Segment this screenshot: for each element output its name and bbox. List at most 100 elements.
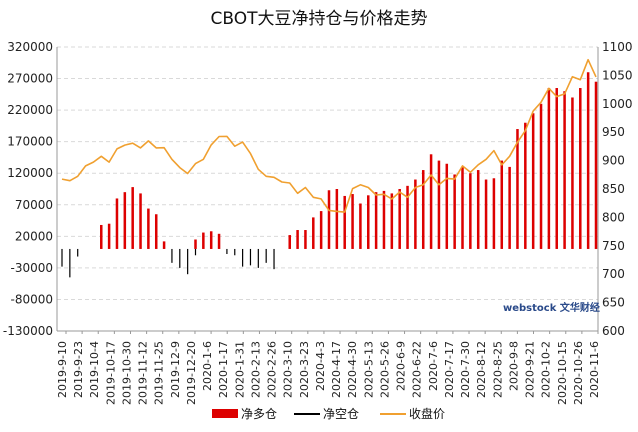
x-tick-label: 2020-5-26 bbox=[378, 341, 391, 398]
net-long-bar bbox=[147, 208, 150, 249]
right-y-tick-label: 1050 bbox=[602, 68, 633, 82]
net-long-bar bbox=[162, 241, 166, 249]
x-tick-label: 2020-7-6 bbox=[427, 341, 440, 391]
net-long-bar bbox=[209, 231, 213, 249]
left-y-tick-label: 320000 bbox=[7, 40, 53, 54]
left-y-tick-label: 270000 bbox=[7, 72, 53, 86]
net-long-bar bbox=[194, 239, 197, 249]
net-long-bar bbox=[382, 190, 386, 249]
x-tick-label: 2019-10-17 bbox=[104, 341, 117, 405]
webstock-logo: webstock 文华财经 bbox=[503, 301, 600, 314]
net-long-bar bbox=[421, 170, 425, 249]
left-y-tick-label: 120000 bbox=[7, 166, 53, 180]
net-long-bar bbox=[131, 187, 134, 249]
net-short-bar bbox=[69, 248, 71, 278]
net-long-bar bbox=[406, 185, 409, 249]
x-tick-label: 2020-6-22 bbox=[411, 341, 424, 398]
right-y-tick-label: 800 bbox=[602, 210, 625, 224]
net-long-bar bbox=[296, 230, 299, 249]
x-tick-label: 2019-9-10 bbox=[56, 341, 69, 398]
net-long-bar bbox=[312, 217, 315, 249]
left-y-tick-label: 170000 bbox=[7, 135, 53, 149]
net-long-bar bbox=[555, 88, 558, 249]
net-short-bar bbox=[194, 248, 197, 256]
x-tick-label: 2020-5-13 bbox=[362, 341, 375, 398]
x-tick-label: 2019-11-25 bbox=[153, 341, 166, 405]
net-long-bar bbox=[154, 214, 158, 249]
net-short-bar bbox=[77, 248, 79, 257]
x-tick-label: 2019-12-20 bbox=[185, 341, 198, 405]
left-y-tick-label: 70000 bbox=[15, 198, 53, 212]
right-y-tick-label: 600 bbox=[602, 324, 625, 338]
right-y-tick-label: 950 bbox=[602, 125, 625, 139]
net-long-bar bbox=[531, 113, 535, 249]
legend-label: 收盘价 bbox=[409, 406, 445, 421]
x-tick-label: 2020-11-6 bbox=[588, 341, 601, 398]
x-tick-label: 2020-4-3 bbox=[314, 341, 327, 391]
net-short-bar bbox=[273, 248, 275, 270]
x-tick-label: 2020-3-23 bbox=[298, 341, 311, 398]
net-long-bar bbox=[123, 192, 127, 249]
net-short-bar bbox=[249, 248, 252, 266]
net-short-bar bbox=[179, 248, 181, 268]
x-tick-label: 2019-10-4 bbox=[88, 341, 101, 398]
net-short-bar bbox=[226, 248, 228, 255]
net-long-bar bbox=[586, 72, 590, 249]
net-long-bar bbox=[343, 195, 346, 249]
net-long-bar bbox=[107, 223, 111, 249]
net-position-bars bbox=[61, 72, 598, 278]
net-long-bar bbox=[516, 129, 519, 249]
x-tick-label: 2020-2-26 bbox=[266, 341, 279, 398]
net-long-bar bbox=[398, 189, 401, 249]
net-long-bar bbox=[429, 154, 433, 249]
net-long-bar bbox=[469, 173, 472, 249]
net-long-bar bbox=[492, 178, 496, 249]
net-long-bar bbox=[304, 230, 307, 249]
right-y-tick-label: 850 bbox=[602, 182, 625, 196]
net-long-bar bbox=[524, 122, 527, 249]
x-tick-label: 2020-7-30 bbox=[459, 341, 472, 398]
net-long-bar bbox=[217, 233, 221, 249]
left-y-tick-label: -130000 bbox=[3, 324, 53, 338]
net-long-bar bbox=[115, 198, 119, 249]
left-y-tick-label: -80000 bbox=[10, 292, 53, 306]
right-y-axis: 1100 1050 1000 950 900 850 800 750 700 650 600 bbox=[597, 40, 633, 338]
net-long-bar bbox=[288, 235, 291, 249]
x-tick-label: 2020-8-12 bbox=[475, 341, 488, 398]
chart-title: CBOT大豆净持仓与价格走势 bbox=[211, 9, 428, 29]
x-tick-label: 2020-7-17 bbox=[443, 341, 456, 398]
x-tick-label: 2020-6-9 bbox=[395, 341, 408, 391]
x-tick-label: 2019-10-30 bbox=[120, 341, 133, 405]
x-tick-label: 2020-10-26 bbox=[572, 341, 585, 405]
net-short-bar bbox=[257, 248, 259, 268]
x-tick-label: 2020-9-8 bbox=[507, 341, 520, 391]
net-long-bar bbox=[367, 195, 370, 249]
x-tick-label: 2019-9-23 bbox=[72, 341, 85, 398]
right-y-tick-label: 1100 bbox=[602, 40, 633, 54]
legend-label: 净多仓 bbox=[241, 407, 277, 421]
net-short-bar bbox=[61, 248, 63, 267]
net-long-bar bbox=[594, 81, 598, 249]
net-long-bar bbox=[327, 190, 331, 249]
net-long-bar bbox=[571, 97, 574, 249]
net-long-bar bbox=[547, 88, 551, 249]
net-long-bar bbox=[351, 194, 354, 249]
x-tick-label: 2020-10-2 bbox=[540, 341, 553, 398]
net-long-bar bbox=[390, 193, 394, 249]
net-long-bar bbox=[500, 160, 504, 249]
net-long-bar bbox=[437, 160, 441, 249]
x-tick-label: 2020-3-10 bbox=[282, 341, 295, 398]
x-tick-label: 2020-2-13 bbox=[249, 341, 262, 398]
net-long-bar bbox=[100, 224, 103, 249]
net-long-bar bbox=[453, 174, 456, 249]
x-tick-label: 2020-1-6 bbox=[201, 341, 214, 391]
net-long-bar bbox=[461, 166, 464, 249]
x-axis: 2019-9-10 2019-9-23 2019-10-4 2019-10-17 201… bbox=[56, 330, 601, 405]
x-tick-label: 2020-1-31 bbox=[233, 341, 246, 398]
net-long-bar bbox=[374, 192, 378, 249]
net-short-bar bbox=[171, 248, 173, 263]
x-tick-label: 2020-10-15 bbox=[556, 341, 569, 405]
net-long-bar bbox=[445, 163, 449, 249]
net-long-bar bbox=[335, 189, 339, 249]
